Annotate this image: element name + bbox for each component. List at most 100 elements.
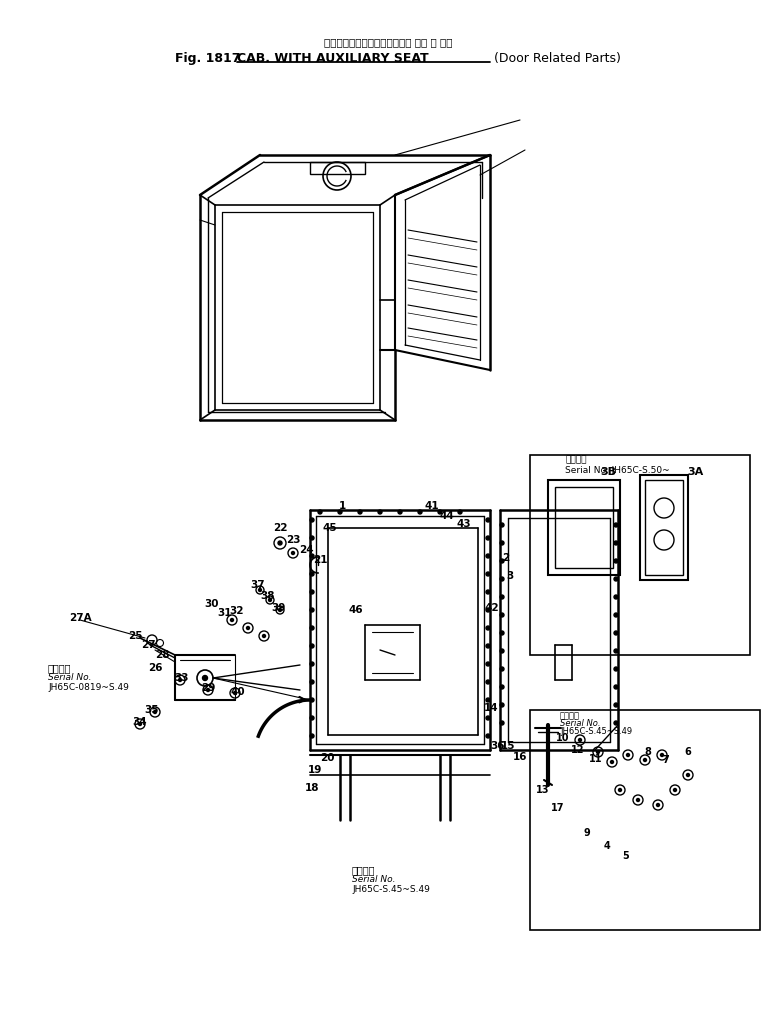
Circle shape	[310, 680, 314, 684]
Circle shape	[486, 608, 490, 612]
Circle shape	[486, 680, 490, 684]
Circle shape	[310, 608, 314, 612]
Text: Serial No. JH65C-S.50~: Serial No. JH65C-S.50~	[565, 466, 670, 474]
Circle shape	[230, 618, 234, 621]
Circle shape	[458, 510, 462, 514]
Circle shape	[500, 595, 504, 599]
Circle shape	[310, 662, 314, 666]
Text: 40: 40	[230, 687, 245, 697]
Circle shape	[310, 734, 314, 738]
Circle shape	[310, 644, 314, 648]
Circle shape	[578, 739, 581, 742]
Circle shape	[500, 613, 504, 617]
Circle shape	[614, 613, 618, 617]
Circle shape	[500, 667, 504, 671]
Text: 3A: 3A	[687, 467, 703, 477]
Text: 3: 3	[507, 571, 514, 581]
Text: 20: 20	[320, 753, 334, 763]
Circle shape	[500, 559, 504, 563]
Text: 38: 38	[261, 591, 275, 601]
Circle shape	[310, 536, 314, 540]
Circle shape	[500, 721, 504, 725]
Circle shape	[234, 691, 237, 694]
Circle shape	[687, 773, 690, 776]
Text: 34: 34	[133, 717, 147, 727]
Text: 26: 26	[147, 663, 162, 673]
Circle shape	[262, 634, 265, 637]
Text: 27A: 27A	[69, 613, 92, 623]
Text: 18: 18	[305, 783, 319, 793]
Text: Fig. 1817: Fig. 1817	[175, 52, 245, 65]
Circle shape	[618, 789, 622, 792]
Bar	[645, 480, 683, 576]
Circle shape	[486, 626, 490, 630]
Text: Serial No.: Serial No.	[560, 720, 601, 729]
Circle shape	[310, 626, 314, 630]
Circle shape	[636, 799, 639, 802]
Text: 11: 11	[589, 754, 603, 764]
Text: 29: 29	[201, 683, 215, 693]
Circle shape	[614, 577, 618, 581]
Text: 44: 44	[440, 511, 455, 521]
Circle shape	[486, 536, 490, 540]
Circle shape	[486, 716, 490, 720]
Circle shape	[614, 631, 618, 635]
Text: 25: 25	[128, 631, 142, 641]
Text: 33: 33	[175, 673, 189, 683]
Circle shape	[310, 518, 314, 522]
Text: JH65C-S.45~S.49: JH65C-S.45~S.49	[352, 885, 430, 894]
Circle shape	[643, 758, 646, 761]
Circle shape	[500, 523, 504, 527]
Text: 32: 32	[230, 606, 244, 616]
Circle shape	[258, 589, 262, 592]
Text: 8: 8	[645, 747, 651, 757]
Text: 30: 30	[205, 599, 220, 609]
Circle shape	[378, 510, 382, 514]
Circle shape	[486, 554, 490, 558]
Circle shape	[486, 518, 490, 522]
Text: 43: 43	[457, 519, 471, 529]
Circle shape	[611, 760, 614, 763]
Text: 適用号機: 適用号機	[48, 663, 71, 673]
Text: 4: 4	[604, 841, 611, 851]
Circle shape	[358, 510, 362, 514]
Circle shape	[614, 703, 618, 707]
Circle shape	[614, 559, 618, 563]
Circle shape	[486, 698, 490, 702]
Text: 35: 35	[145, 705, 159, 715]
Circle shape	[318, 510, 322, 514]
Text: 31: 31	[218, 608, 232, 618]
Bar	[640, 475, 688, 580]
Text: 22: 22	[272, 523, 287, 533]
Circle shape	[154, 710, 157, 714]
Circle shape	[614, 685, 618, 689]
Bar	[530, 710, 760, 930]
Circle shape	[486, 590, 490, 594]
Text: 適用号機: 適用号機	[565, 456, 587, 465]
Text: JH65C-0819~S.49: JH65C-0819~S.49	[48, 683, 129, 692]
Circle shape	[138, 723, 141, 726]
Text: 12: 12	[571, 745, 585, 755]
Text: 45: 45	[323, 523, 338, 533]
Circle shape	[614, 721, 618, 725]
Text: 5: 5	[622, 851, 629, 861]
Circle shape	[268, 599, 272, 602]
Text: 1: 1	[338, 501, 345, 511]
Text: 13: 13	[536, 785, 549, 795]
Circle shape	[500, 631, 504, 635]
Text: 37: 37	[251, 580, 265, 590]
Text: 17: 17	[551, 803, 565, 813]
Circle shape	[500, 577, 504, 581]
Text: 14: 14	[483, 703, 498, 713]
Circle shape	[486, 734, 490, 738]
Circle shape	[310, 590, 314, 594]
Text: 27: 27	[140, 640, 155, 650]
Circle shape	[500, 685, 504, 689]
Circle shape	[178, 678, 182, 681]
Circle shape	[206, 688, 210, 691]
Circle shape	[292, 551, 295, 554]
Text: Serial No.: Serial No.	[48, 674, 92, 682]
Circle shape	[656, 804, 660, 807]
Text: 24: 24	[299, 545, 314, 555]
Circle shape	[614, 667, 618, 671]
